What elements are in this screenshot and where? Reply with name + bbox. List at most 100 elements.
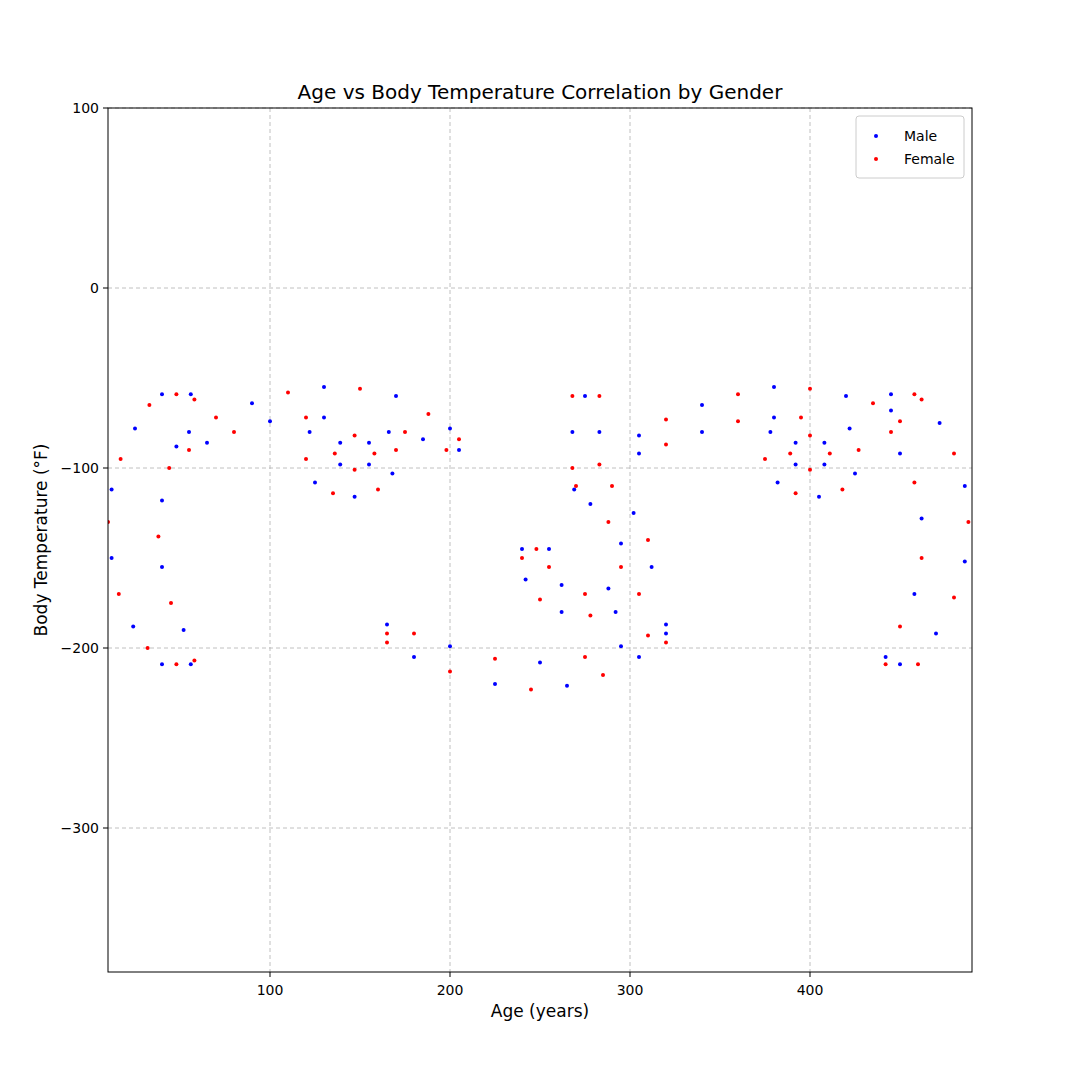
point xyxy=(322,385,326,389)
point xyxy=(385,623,389,627)
point xyxy=(187,448,191,452)
point xyxy=(457,448,461,452)
point xyxy=(884,655,888,659)
point xyxy=(822,462,826,466)
point xyxy=(889,408,893,412)
point xyxy=(169,601,173,605)
point xyxy=(232,430,236,434)
point xyxy=(538,597,542,601)
point xyxy=(205,441,209,445)
point xyxy=(187,430,191,434)
point xyxy=(412,632,416,636)
point xyxy=(520,547,524,551)
point xyxy=(286,390,290,394)
point xyxy=(560,583,564,587)
point xyxy=(963,484,967,488)
point xyxy=(920,398,924,402)
point xyxy=(606,587,610,591)
point xyxy=(572,488,576,492)
point xyxy=(840,488,844,492)
point xyxy=(570,466,574,470)
point xyxy=(117,592,121,596)
tick-label: 300 xyxy=(617,982,644,998)
point xyxy=(912,392,916,396)
point xyxy=(160,565,164,569)
point xyxy=(736,392,740,396)
point xyxy=(131,624,135,628)
point xyxy=(146,646,150,650)
tick-label: −200 xyxy=(61,640,99,656)
point xyxy=(372,452,376,456)
point xyxy=(547,565,551,569)
tick xyxy=(450,972,451,977)
point xyxy=(646,538,650,542)
point xyxy=(606,520,610,524)
point xyxy=(583,394,587,398)
point xyxy=(304,416,308,420)
legend-marker xyxy=(874,157,878,161)
point xyxy=(952,452,956,456)
point xyxy=(353,434,357,438)
point xyxy=(768,430,772,434)
point xyxy=(493,657,497,661)
point xyxy=(664,641,668,645)
point xyxy=(794,462,798,466)
point xyxy=(808,468,812,472)
point xyxy=(308,430,312,434)
point xyxy=(772,416,776,420)
point xyxy=(583,592,587,596)
point xyxy=(898,452,902,456)
grid-line xyxy=(810,108,811,972)
y-axis-label: Body Temperature (°F) xyxy=(31,444,51,637)
point xyxy=(664,443,668,447)
point xyxy=(650,565,654,569)
tick xyxy=(103,468,108,469)
point xyxy=(110,488,114,492)
grid-line xyxy=(108,468,972,469)
point xyxy=(174,444,178,448)
point xyxy=(192,398,196,402)
point xyxy=(822,441,826,445)
tick xyxy=(103,108,108,109)
point xyxy=(912,592,916,596)
point xyxy=(133,426,137,430)
x-axis-label: Age (years) xyxy=(491,1001,589,1021)
tick xyxy=(103,828,108,829)
point xyxy=(916,662,920,666)
point xyxy=(788,452,792,456)
point xyxy=(772,385,776,389)
grid-line xyxy=(108,288,972,289)
point xyxy=(966,520,970,524)
ticks: 100200300400−300−200−1000100 xyxy=(61,100,824,998)
point xyxy=(313,480,317,484)
point xyxy=(250,401,254,405)
tick xyxy=(103,648,108,649)
point xyxy=(597,394,601,398)
tick xyxy=(630,972,631,977)
point xyxy=(898,624,902,628)
point xyxy=(597,430,601,434)
points xyxy=(108,385,970,691)
point xyxy=(367,441,371,445)
point xyxy=(560,610,564,614)
point xyxy=(817,495,821,499)
point xyxy=(214,416,218,420)
frame xyxy=(108,108,972,972)
point xyxy=(448,644,452,648)
point xyxy=(524,578,528,582)
point xyxy=(848,426,852,430)
point xyxy=(110,556,114,560)
point xyxy=(338,462,342,466)
tick-label: 100 xyxy=(72,100,99,116)
tick-label: 0 xyxy=(90,280,99,296)
point xyxy=(619,565,623,569)
point xyxy=(353,495,357,499)
point xyxy=(637,434,641,438)
point xyxy=(331,491,335,495)
point xyxy=(448,669,452,673)
point xyxy=(583,655,587,659)
background xyxy=(0,0,1080,1080)
point xyxy=(588,614,592,618)
point xyxy=(664,632,668,636)
point xyxy=(421,437,425,441)
